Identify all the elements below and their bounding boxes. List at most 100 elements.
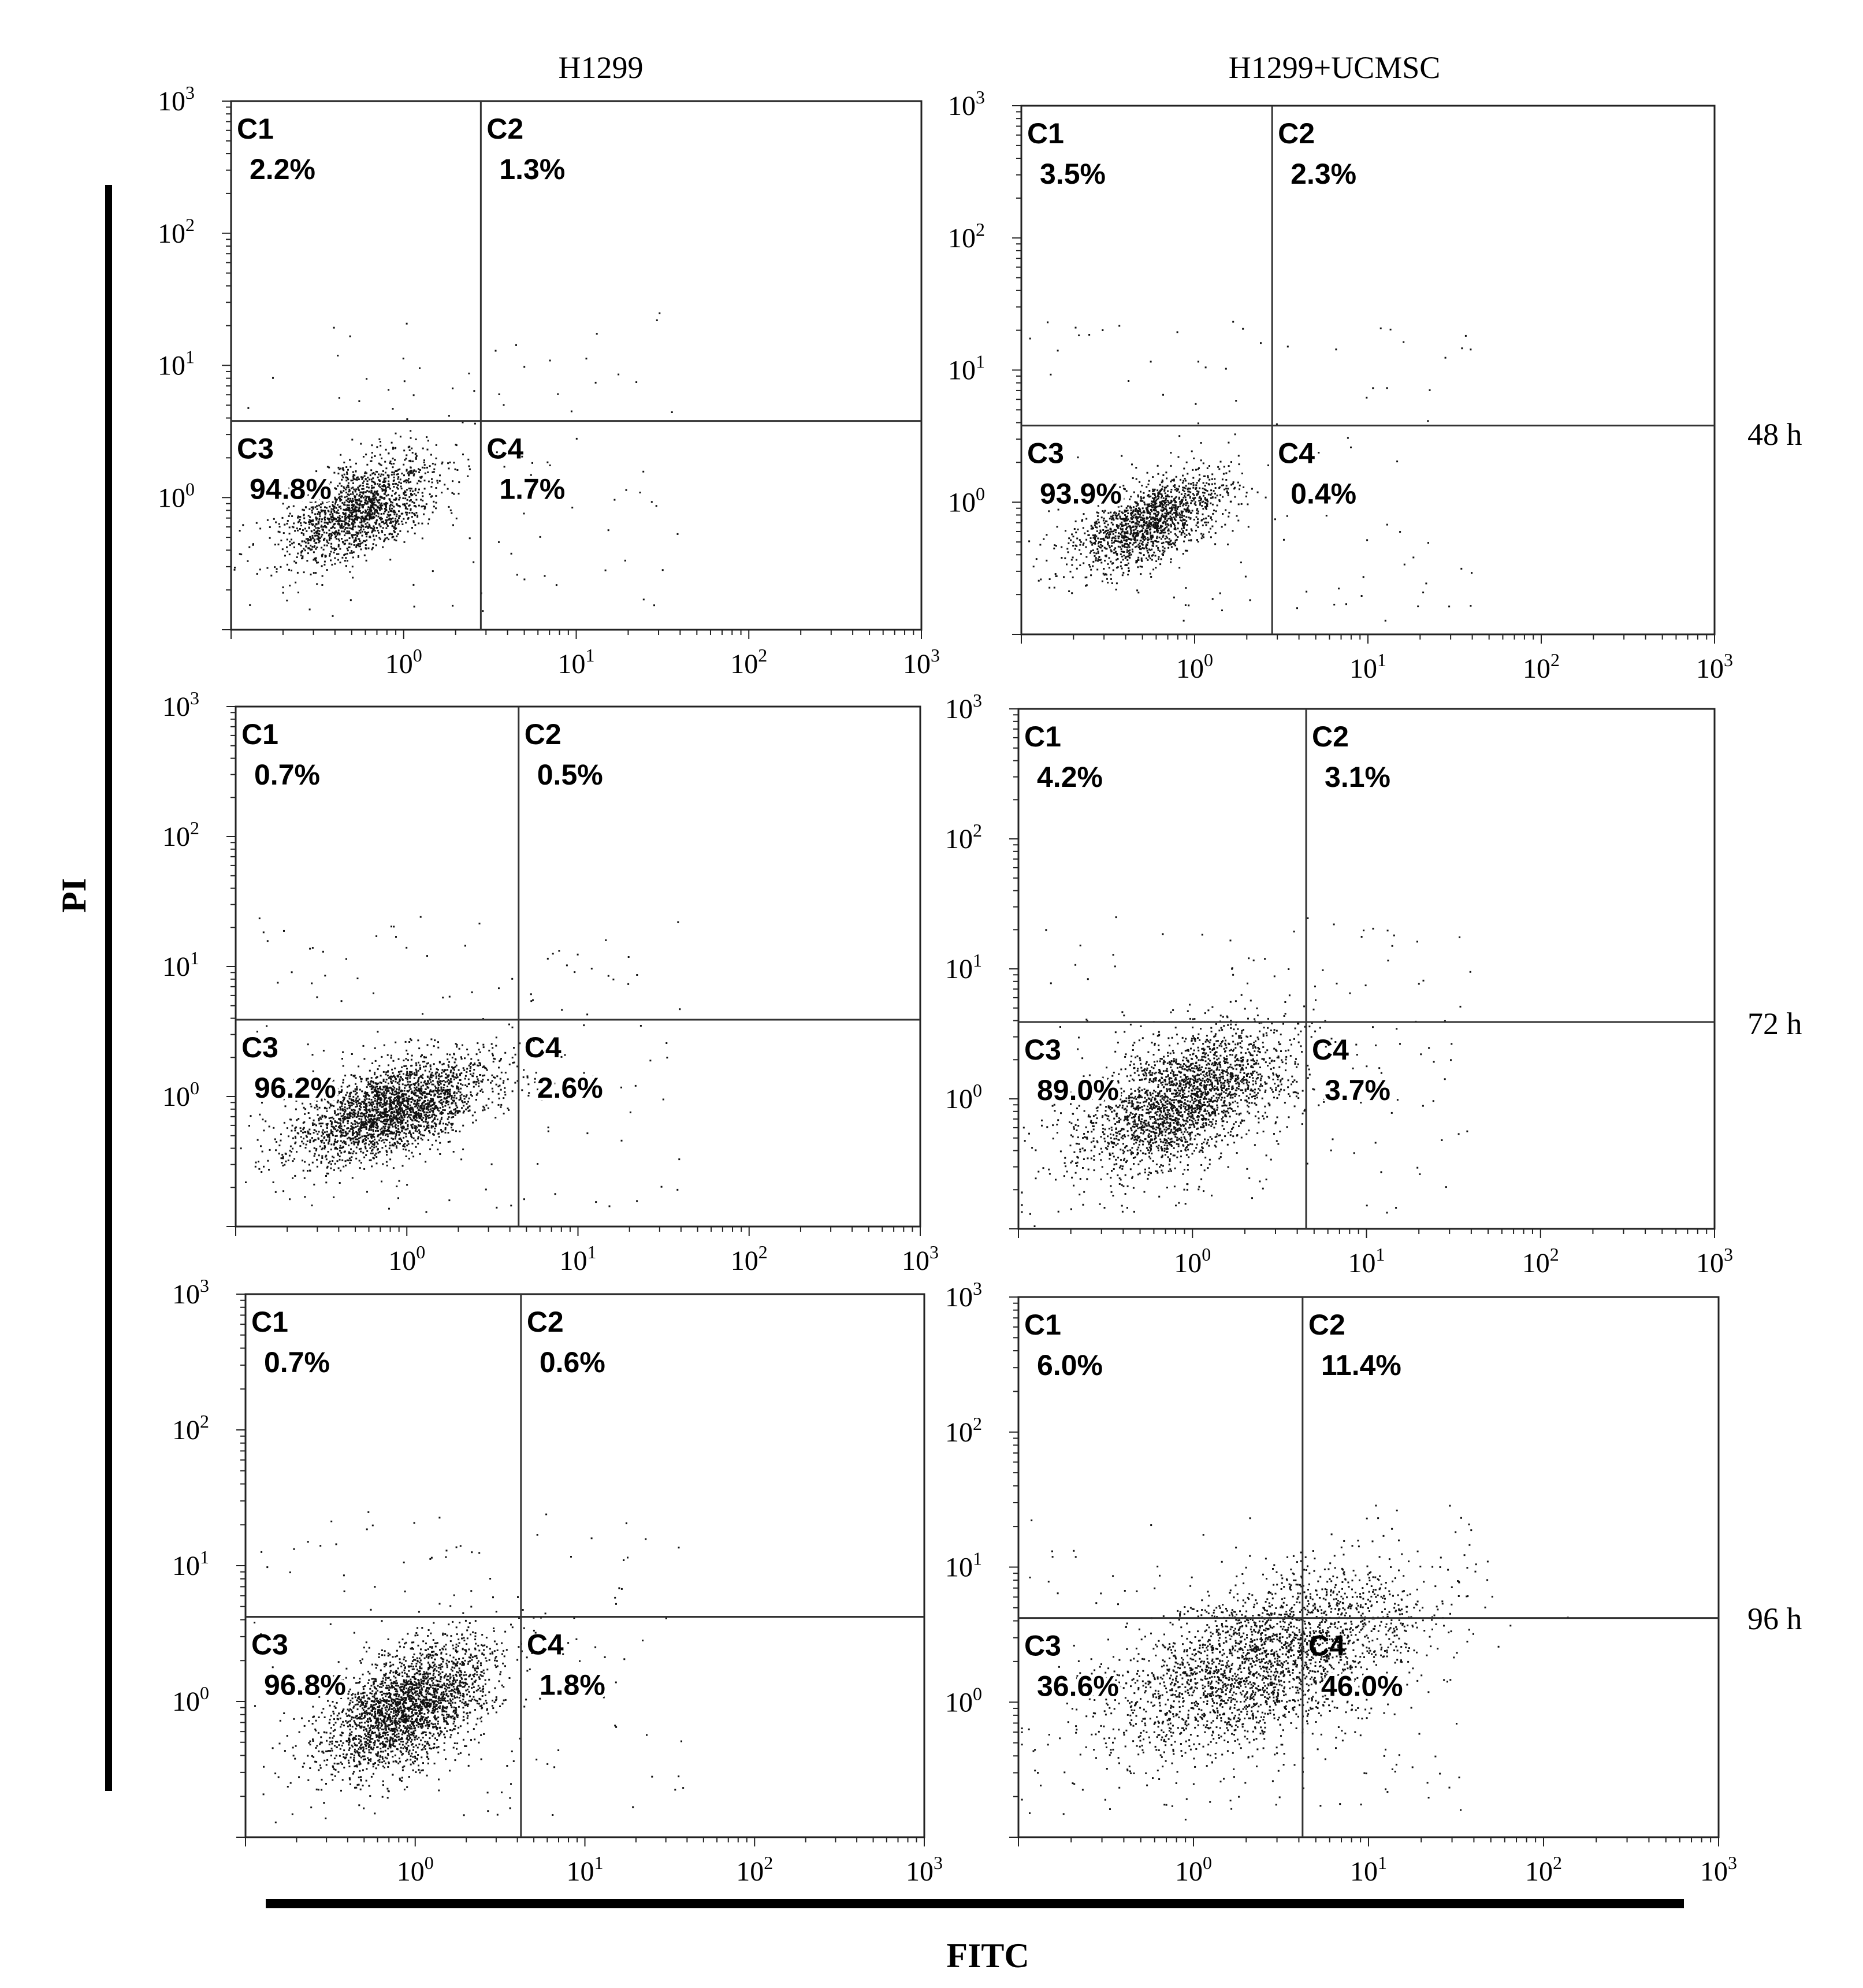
event-dot [334, 1111, 336, 1113]
event-dot [555, 584, 557, 586]
event-dot [455, 517, 458, 519]
event-dot [372, 1091, 374, 1094]
event-dot [423, 1114, 426, 1116]
event-dot [365, 1091, 366, 1093]
event-dot [398, 481, 400, 484]
event-dot [352, 500, 355, 502]
event-dot [391, 474, 393, 476]
event-dot [415, 1146, 417, 1148]
event-dot [332, 1134, 334, 1136]
event-dot [385, 503, 388, 506]
event-dot [1145, 507, 1147, 510]
event-dot [1104, 531, 1106, 533]
event-dot [312, 1124, 314, 1126]
event-dot [341, 530, 343, 533]
event-dot [341, 496, 343, 498]
event-dot [346, 471, 348, 474]
event-dot [356, 519, 358, 521]
event-dot [378, 1117, 381, 1119]
event-dot [1152, 516, 1154, 519]
event-dot [324, 555, 326, 557]
event-dot [1162, 532, 1165, 534]
event-dot [1091, 526, 1094, 529]
event-dot [409, 1116, 411, 1119]
event-dot [1124, 511, 1126, 513]
event-dot [432, 1111, 434, 1113]
event-dot [377, 1068, 379, 1071]
event-dot [343, 473, 345, 475]
event-dot [352, 497, 354, 500]
event-dot [335, 520, 337, 522]
event-dot [1159, 484, 1161, 486]
event-dot [355, 1097, 358, 1099]
event-dot [377, 507, 380, 509]
event-dot [508, 1023, 510, 1025]
event-dot [605, 939, 607, 941]
event-dot [380, 1137, 382, 1139]
event-dot [1163, 547, 1166, 549]
event-dot [360, 518, 362, 519]
y-tick-label: 102 [158, 214, 195, 249]
event-dot [1239, 488, 1240, 491]
event-dot [339, 562, 341, 564]
event-dot [323, 525, 326, 527]
event-dot [1173, 516, 1175, 518]
event-dot [330, 1143, 333, 1146]
event-dot [326, 466, 329, 468]
event-dot [434, 1085, 436, 1087]
event-dot [345, 1143, 347, 1145]
event-dot [1164, 502, 1166, 504]
event-dot [410, 1106, 412, 1109]
event-dot [1470, 605, 1472, 607]
event-dot [334, 522, 336, 525]
event-dot [323, 539, 325, 541]
event-dot [401, 1129, 403, 1132]
event-dot [397, 478, 399, 480]
event-dot [1148, 503, 1150, 506]
event-dot [360, 1118, 363, 1120]
event-dot [1182, 496, 1185, 499]
event-dot [360, 1147, 362, 1150]
event-dot [323, 510, 326, 512]
event-dot [352, 511, 354, 514]
event-dot [362, 541, 364, 544]
event-dot [1140, 519, 1141, 521]
event-dot [258, 1168, 261, 1170]
event-dot [1143, 510, 1145, 512]
event-dot [1214, 543, 1217, 545]
event-dot [1103, 568, 1105, 570]
event-dot [1170, 501, 1173, 503]
event-dot [346, 1108, 348, 1110]
event-dot [352, 477, 355, 480]
event-dot [255, 522, 258, 524]
event-dot [1067, 551, 1069, 553]
event-dot [1121, 574, 1124, 577]
event-dot [363, 1123, 365, 1125]
event-dot [374, 1114, 376, 1117]
event-dot [521, 455, 523, 458]
event-dot [1109, 518, 1111, 520]
event-dot [411, 447, 413, 449]
event-dot [313, 1119, 315, 1121]
event-dot [327, 1093, 329, 1095]
event-dot [418, 1114, 420, 1117]
axis-ticks [222, 101, 922, 639]
event-dot [1099, 538, 1102, 540]
event-dot [1128, 550, 1130, 552]
event-dot [321, 584, 323, 586]
event-dot [627, 956, 630, 958]
event-dot [1187, 473, 1189, 475]
event-dot [389, 462, 391, 465]
event-dot [265, 1120, 267, 1123]
event-dot [1137, 523, 1140, 525]
event-dot [321, 534, 323, 536]
event-dot [373, 535, 374, 537]
event-dot [401, 1093, 404, 1095]
event-dot [259, 568, 261, 571]
event-dot [1137, 494, 1139, 496]
event-dot [1247, 503, 1249, 506]
event-dot [353, 1100, 355, 1102]
event-dot [393, 1098, 395, 1101]
event-dot [278, 531, 281, 533]
